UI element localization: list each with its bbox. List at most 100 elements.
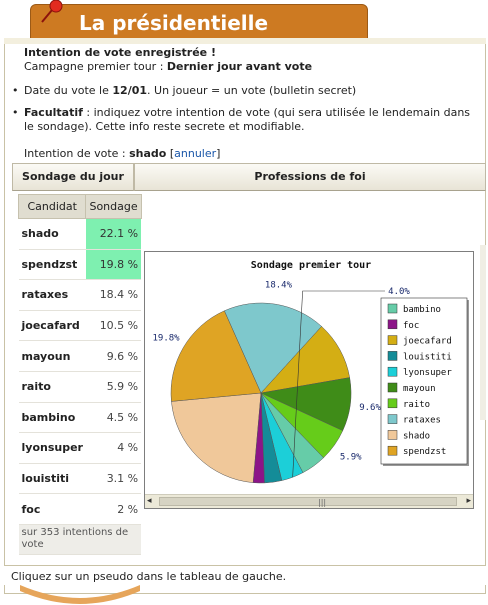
scroll-right-icon[interactable]: ▸ — [466, 496, 471, 506]
legend-label-foc: foc — [403, 321, 419, 331]
bottom-decoration — [20, 585, 140, 604]
grip-icon: ||| — [318, 498, 327, 507]
tab-professions-de-foi[interactable]: Professions de foi — [134, 163, 486, 191]
candidate-poll-value: 3.1 % — [85, 463, 142, 495]
candidate-name[interactable]: joecafard — [18, 310, 86, 342]
candidate-poll-value: 4.5 % — [85, 402, 142, 434]
candidate-poll-value: 22.1 % — [85, 218, 142, 250]
poll-row-mayoun[interactable]: mayoun 9.6 % — [18, 340, 142, 372]
candidate-poll-value: 4 % — [85, 432, 142, 464]
candidate-name[interactable]: shado — [18, 218, 86, 250]
legend-label-lyonsuper: lyonsuper — [403, 368, 452, 378]
optional-info: • Facultatif : indiquez votre intention … — [12, 106, 480, 134]
poll-row-spendzst[interactable]: spendzst 19.8 % — [18, 249, 142, 281]
poll-row-rataxes[interactable]: rataxes 18.4 % — [18, 279, 142, 311]
candidate-name[interactable]: lyonsuper — [18, 432, 86, 464]
data-label-leader-lyonsuper — [292, 290, 385, 478]
legend-swatch-louistiti — [387, 351, 398, 361]
legend-label-louistiti: louistiti — [403, 352, 452, 362]
bullet-icon: • — [12, 84, 19, 97]
candidate-poll-value: 19.8 % — [85, 249, 142, 281]
pie-slice-foc — [252, 392, 265, 484]
poll-footer: sur 353 intentions de vote — [18, 524, 142, 555]
vote-intention: Intention de vote : shado [annuler] — [24, 147, 221, 160]
chart-title: Sondage premier tour — [251, 259, 371, 271]
intention-value: shado — [129, 147, 167, 160]
candidate-poll-value: 10.5 % — [85, 310, 142, 342]
candidate-poll-value: 9.6 % — [85, 340, 142, 372]
bullet-icon: • — [12, 106, 19, 119]
column-header-candidate: Candidat — [17, 194, 87, 219]
legend-label-raito: raito — [403, 400, 430, 410]
data-label-rataxes: 18.4% — [265, 280, 293, 290]
poll-row-lyonsuper[interactable]: lyonsuper 4 % — [18, 432, 142, 464]
legend-label-spendzst: spendzst — [403, 447, 446, 457]
candidate-name[interactable]: raito — [18, 371, 86, 403]
candidate-name[interactable]: rataxes — [18, 279, 86, 311]
legend-label-mayoun: mayoun — [403, 384, 436, 394]
notice-confirmation: Intention de vote enregistrée ! — [24, 46, 216, 59]
poll-row-shado[interactable]: shado 22.1 % — [18, 218, 142, 250]
tab-sondage-du-jour[interactable]: Sondage du jour — [12, 163, 134, 191]
pie-slice-shado — [171, 392, 262, 483]
info-bullets: • Date du vote le 12/01. Un joueur = un … — [12, 84, 480, 142]
pie-chart: Sondage premier tour 19.8% 18.4% 9.6% 5.9% 4… — [152, 259, 469, 484]
legend-swatch-bambino — [387, 303, 398, 314]
vertical-scrollbar[interactable] — [480, 245, 486, 420]
scrollbar-thumb[interactable]: ||| — [159, 497, 457, 507]
candidate-name[interactable]: mayoun — [18, 340, 86, 372]
scroll-left-icon[interactable]: ◂ — [147, 496, 152, 506]
poll-body: shado 22.1 % spendzst 19.8 % rataxes 18.4 % jo… — [18, 218, 142, 555]
chart-panel: Sondage premier tour 19.8% 18.4% 9.6% 5.9% 4… — [144, 251, 474, 509]
pin-icon — [41, 0, 63, 23]
legend-swatch-lyonsuper — [387, 366, 398, 377]
data-label-lyonsuper: 4.0% — [388, 287, 410, 297]
candidate-poll-value: 18.4 % — [85, 279, 142, 311]
campaign-label: Campagne premier tour : — [24, 60, 167, 73]
notice-campaign: Campagne premier tour : Dernier jour ava… — [24, 60, 484, 74]
date-value: 12/01 — [112, 84, 148, 97]
data-label-raito: 5.9% — [340, 453, 362, 463]
poll-header-row: Candidat Sondage — [17, 194, 142, 219]
legend-swatch-mayoun — [387, 382, 398, 393]
legend-label-bambino: bambino — [403, 305, 441, 315]
data-label-spendzst: 19.8% — [152, 333, 180, 343]
candidate-name[interactable]: bambino — [18, 402, 86, 434]
legend-label-rataxes: rataxes — [403, 416, 441, 426]
candidate-poll-value: 2 % — [85, 493, 142, 525]
horizontal-scrollbar[interactable]: ◂ ||| ▸ — [145, 494, 473, 508]
candidate-name[interactable]: spendzst — [18, 249, 86, 281]
candidate-name[interactable]: louistiti — [18, 463, 86, 495]
title-tab: La présidentielle — [30, 4, 368, 40]
cancel-link[interactable]: annuler — [174, 147, 217, 160]
intention-label: Intention de vote : — [24, 147, 130, 160]
candidate-name[interactable]: foc — [18, 493, 86, 525]
optional-label: Facultatif — [24, 106, 83, 119]
legend-swatch-rataxes — [387, 414, 398, 424]
legend-swatch-joecafard — [387, 335, 398, 345]
page-title: La présidentielle — [79, 11, 269, 35]
vote-notice: Intention de vote enregistrée ! Campagne… — [24, 46, 484, 74]
vote-date-info: • Date du vote le 12/01. Un joueur = un … — [12, 84, 480, 98]
poll-row-raito[interactable]: raito 5.9 % — [18, 371, 142, 403]
frame-top-bar — [4, 38, 486, 44]
tab-bar: Sondage du jour Professions de foi — [12, 163, 486, 191]
pie-slice-spendzst — [170, 310, 262, 402]
poll-row-louistiti[interactable]: louistiti 3.1 % — [18, 463, 142, 495]
column-header-poll: Sondage — [85, 194, 142, 219]
poll-footer-row: sur 353 intentions de vote — [18, 524, 142, 555]
legend-swatch-spendzst — [387, 445, 398, 456]
date-prefix: Date du vote le — [24, 84, 113, 97]
poll-row-foc[interactable]: foc 2 % — [18, 493, 142, 525]
status-bar: Cliquez sur un pseudo dans le tableau de… — [4, 565, 486, 585]
pie-slice-rataxes — [224, 302, 322, 394]
date-suffix: . Un joueur = un vote (bulletin secret) — [147, 84, 357, 97]
poll-row-joecafard[interactable]: joecafard 10.5 % — [18, 310, 142, 342]
optional-text: : indiquez votre intention de vote (qui … — [24, 106, 471, 133]
legend-label-shado: shado — [403, 431, 430, 441]
data-label-mayoun: 9.6% — [359, 403, 381, 413]
legend-swatch-raito — [387, 398, 398, 409]
poll-table: Candidat Sondage shado 22.1 % spendzst 19.8… — [17, 194, 142, 555]
poll-row-bambino[interactable]: bambino 4.5 % — [18, 402, 142, 434]
